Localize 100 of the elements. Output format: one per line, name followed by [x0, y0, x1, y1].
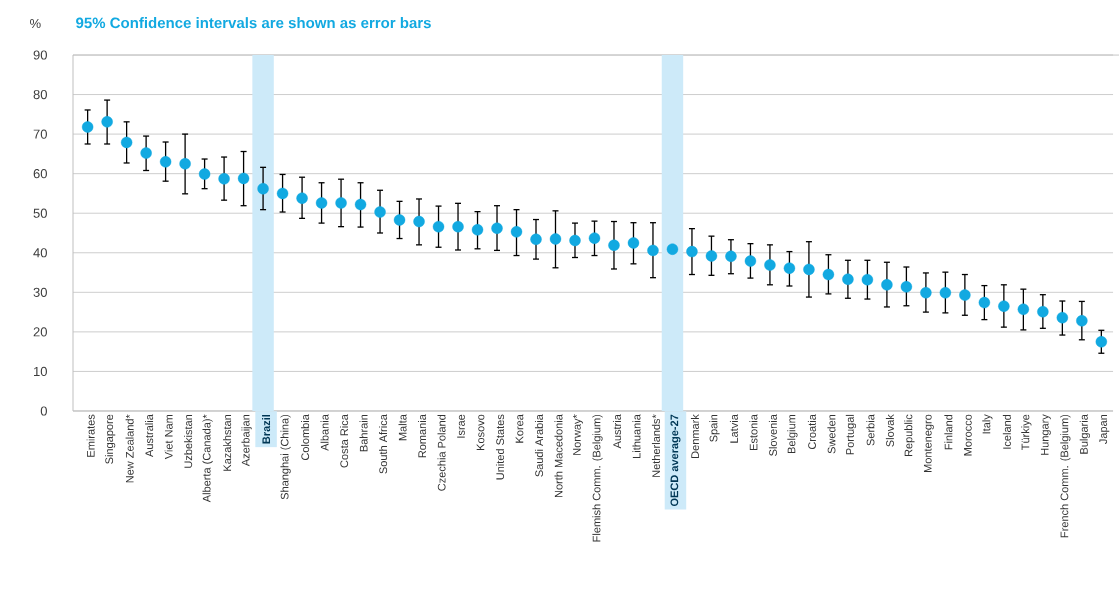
y-tick-label: 10 — [34, 366, 47, 377]
x-tick-label: Hungary — [1040, 414, 1051, 455]
x-tick-label: French Comm. (Belgium) — [1060, 414, 1071, 538]
x-tick-label: Japan — [1099, 414, 1110, 444]
x-tick-label: Denmark — [690, 414, 699, 458]
point — [159, 156, 172, 168]
y-tick-label: 40 — [33, 248, 47, 258]
point — [218, 173, 230, 185]
point — [705, 250, 718, 262]
x-tick-label: Saudi Arabia — [534, 414, 544, 477]
x-tick-label: North Macedonia — [554, 414, 563, 498]
y-axis-title: % — [30, 18, 41, 29]
x-tick-label: Türkiye — [1021, 414, 1032, 450]
point — [179, 158, 191, 170]
x-tick-label: South Africa — [379, 414, 388, 474]
point — [1037, 306, 1049, 318]
point — [881, 279, 893, 291]
point — [588, 232, 601, 244]
point — [276, 187, 289, 200]
x-tick-label: Albania — [320, 414, 329, 451]
point — [237, 172, 250, 185]
point — [666, 243, 679, 255]
point — [842, 273, 854, 285]
x-tick-label: Netherlands* — [651, 414, 661, 477]
chart-title: 95% Confidence intervals are shown as error bars — [76, 17, 431, 29]
x-tick-label: Montenegro — [923, 414, 934, 472]
point — [315, 197, 328, 209]
x-tick-label: Uzbekistan — [184, 414, 193, 468]
x-tick-label: Flemish Comm. (Belgium) — [592, 414, 603, 542]
point — [257, 182, 269, 195]
x-tick-label: Austria — [612, 414, 622, 449]
x-tick-label: Serbia — [866, 414, 875, 446]
x-tick-label: Bahrain — [359, 414, 368, 452]
x-tick-label: New Zealand* — [125, 414, 134, 483]
point — [510, 226, 523, 238]
x-tick-label: Slovak — [885, 414, 894, 447]
y-tick-label: 20 — [33, 327, 47, 337]
x-tick-label: Norway* — [573, 414, 583, 455]
y-tick-label: 90 — [33, 50, 47, 60]
x-tick-label: Czechia Poland — [437, 414, 446, 491]
point — [140, 147, 152, 159]
point — [335, 197, 347, 209]
x-tick-label: Latvia — [729, 414, 738, 443]
x-tick-label: Brazil — [262, 414, 271, 444]
point — [764, 259, 776, 271]
x-tick-label: Portugal — [845, 414, 857, 455]
point — [354, 198, 367, 211]
x-tick-label: Kazakhstan — [223, 414, 232, 471]
point — [920, 287, 932, 299]
x-tick-label: Italy — [982, 414, 993, 434]
point — [452, 220, 464, 233]
y-tick-label: 30 — [33, 287, 47, 297]
point — [120, 136, 133, 149]
point — [608, 239, 620, 251]
x-tick-label: Alberta (Canada)* — [202, 414, 213, 503]
x-tick-label: Morocco — [964, 414, 972, 456]
x-tick-label: Malta — [398, 414, 407, 441]
x-tick-label: Finland — [944, 414, 953, 450]
point — [198, 168, 211, 180]
point — [569, 234, 581, 247]
x-tick-label: Bulgaria — [1079, 414, 1090, 454]
x-tick-label: Iceland — [1002, 414, 1011, 449]
point — [530, 233, 542, 246]
x-tick-label: Kosovo — [476, 414, 485, 450]
x-tick-label: Slovenia — [768, 414, 777, 456]
point — [861, 273, 874, 286]
x-tick-label: OECD average-27 — [670, 414, 681, 507]
x-tick-label: Lithuania — [632, 414, 641, 458]
point — [686, 245, 698, 258]
point — [998, 300, 1010, 312]
x-tick-label: Shanghai (China) — [280, 414, 291, 500]
x-tick-label: Australia — [145, 414, 154, 457]
x-tick-label: Korea — [515, 414, 524, 443]
x-tick-label: Emirates — [86, 414, 95, 457]
point — [647, 244, 659, 257]
point — [822, 268, 835, 281]
point — [413, 215, 425, 228]
point — [296, 192, 308, 204]
x-tick-label: Spain — [709, 414, 720, 442]
point — [1017, 303, 1030, 316]
x-tick-label: United States — [495, 414, 505, 480]
x-tick-label: Singapore — [105, 414, 116, 464]
point — [939, 287, 952, 299]
point — [783, 262, 796, 274]
point — [471, 224, 484, 236]
point — [374, 206, 386, 218]
point — [900, 281, 913, 293]
point — [1095, 336, 1108, 348]
point — [393, 214, 406, 226]
x-tick-label: Croatia — [807, 414, 816, 450]
point — [432, 220, 445, 233]
point — [81, 121, 94, 133]
point — [978, 296, 991, 309]
x-tick-label: Colombia — [301, 414, 310, 461]
x-tick-label: Belgium — [787, 414, 798, 454]
point — [627, 237, 640, 249]
y-tick-label: 80 — [33, 89, 47, 100]
x-tick-label: Azerbaijan — [241, 414, 252, 467]
point — [1056, 311, 1069, 324]
x-tick-label: Israe — [457, 414, 465, 438]
